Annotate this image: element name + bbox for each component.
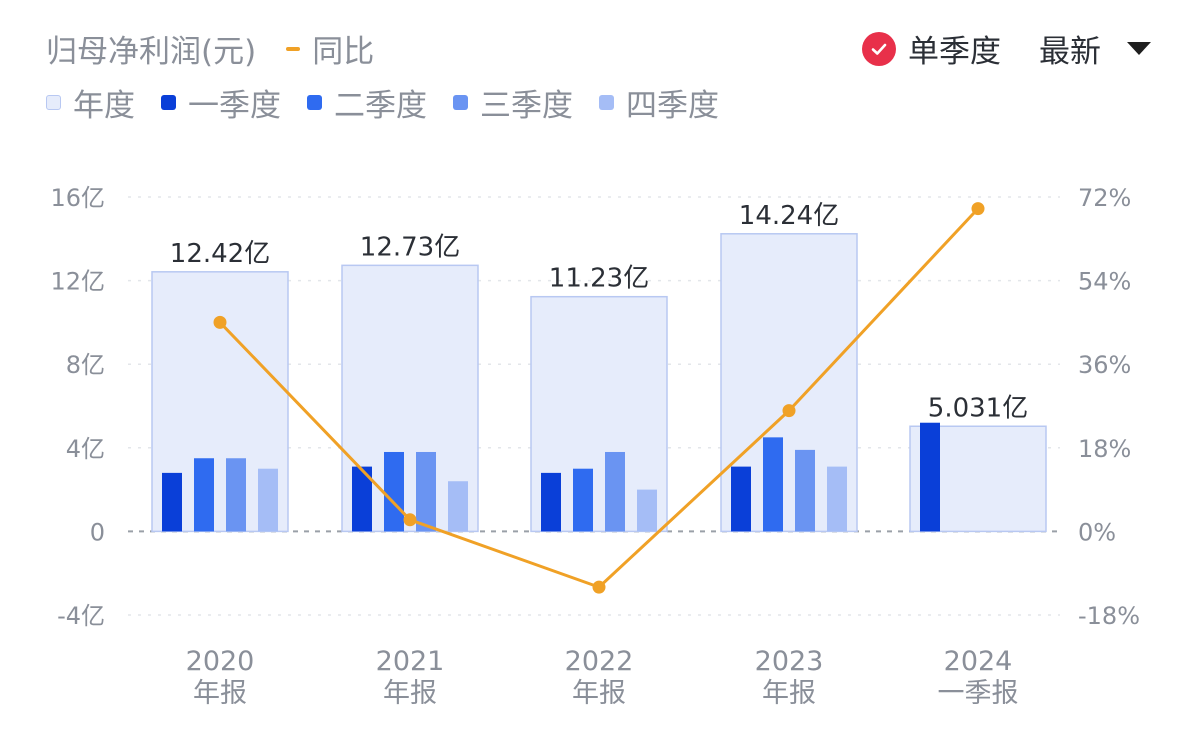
legend-item-q2[interactable]: 二季度 (307, 80, 427, 125)
quarter-bar-q4 (448, 481, 468, 532)
annual-value-label: 12.42亿 (170, 239, 270, 269)
single-quarter-toggle[interactable]: 单季度 (908, 34, 1001, 70)
y-left-tick-label: 12亿 (50, 268, 105, 296)
quarter-bar-q4 (637, 489, 657, 532)
quarter-bar-q3 (795, 449, 815, 532)
annual-value-label: 14.24亿 (739, 201, 839, 231)
quarter-bar-q1 (162, 472, 182, 532)
quarter-bar-q1 (920, 422, 940, 532)
quarter-bar-q3 (416, 451, 436, 532)
y-left-tick-label: -4亿 (57, 602, 105, 630)
metric-title: 归母净利润(元) (46, 34, 257, 70)
x-axis-period-label: 年报 (193, 678, 247, 709)
quarter-bar-q3 (605, 451, 625, 532)
y-right-tick-label: 18% (1078, 435, 1131, 463)
x-axis-year-label: 2023 (755, 646, 824, 677)
yoy-legend-dash (286, 46, 301, 51)
y-left-tick-label: 16亿 (50, 184, 105, 212)
legend-label-q2: 二季度 (334, 88, 427, 124)
quarter-bar-q1 (352, 466, 372, 532)
quarter-bar-q2 (384, 451, 404, 532)
y-right-tick-label: 54% (1078, 268, 1131, 296)
yoy-point (592, 580, 606, 594)
legend-swatch-q1 (161, 95, 176, 110)
quarter-bar-q4 (827, 466, 847, 532)
legend-swatch-q4 (599, 95, 614, 110)
quarter-bar-q3 (226, 458, 246, 532)
annual-value-label: 11.23亿 (549, 264, 649, 294)
y-left-tick-label: 4亿 (66, 435, 105, 463)
legend-label-q1: 一季度 (188, 88, 281, 124)
quarter-bar-q1 (731, 466, 751, 532)
legend-item-q1[interactable]: 一季度 (161, 80, 281, 125)
annual-value-label: 12.73亿 (360, 232, 460, 262)
quarter-bar-q1 (541, 472, 561, 532)
chart-header: 归母净利润(元) 同比 (46, 26, 374, 71)
quarter-bar-q2 (194, 458, 214, 532)
y-left-tick-label: 8亿 (66, 351, 105, 379)
y-right-tick-label: -18% (1078, 602, 1140, 630)
yoy-legend-label: 同比 (312, 34, 375, 70)
legend-label-annual: 年度 (73, 88, 135, 124)
y-right-tick-label: 0% (1078, 518, 1116, 546)
legend-swatch-annual (46, 95, 61, 110)
legend-item-q3[interactable]: 三季度 (453, 80, 573, 125)
legend-item-annual[interactable]: 年度 (46, 80, 135, 125)
quarter-bar-q2 (763, 437, 783, 532)
y-right-tick-label: 36% (1078, 351, 1131, 379)
sort-dropdown[interactable]: 最新 (1039, 34, 1101, 70)
yoy-point (403, 513, 417, 527)
x-axis-period-label: 年报 (762, 678, 816, 709)
x-axis-year-label: 2022 (565, 646, 634, 677)
checkmark-icon[interactable] (862, 31, 896, 66)
chart-legend: 年度 一季度 二季度 三季度 四季度 (46, 80, 745, 125)
quarter-bar-q2 (573, 468, 593, 532)
legend-label-q3: 三季度 (480, 88, 573, 124)
y-right-tick-label: 72% (1078, 184, 1131, 212)
dropdown-caret-icon[interactable] (1127, 42, 1151, 55)
legend-item-q4[interactable]: 四季度 (599, 80, 719, 125)
quarter-bar-q4 (258, 468, 278, 532)
legend-swatch-q2 (307, 95, 322, 110)
chart-controls: 单季度 最新 (862, 26, 1151, 71)
x-axis-period-label: 年报 (383, 678, 437, 709)
yoy-point (971, 202, 985, 216)
x-axis-year-label: 2021 (376, 646, 445, 677)
y-left-tick-label: 0 (90, 518, 105, 546)
x-axis-year-label: 2024 (944, 646, 1013, 677)
yoy-point (782, 404, 796, 418)
yoy-point (213, 315, 227, 329)
legend-swatch-q3 (453, 95, 468, 110)
legend-label-q4: 四季度 (626, 88, 719, 124)
x-axis-year-label: 2020 (186, 646, 255, 677)
x-axis-period-label: 一季报 (938, 678, 1019, 709)
x-axis-period-label: 年报 (572, 678, 626, 709)
annual-value-label: 5.031亿 (928, 393, 1028, 423)
